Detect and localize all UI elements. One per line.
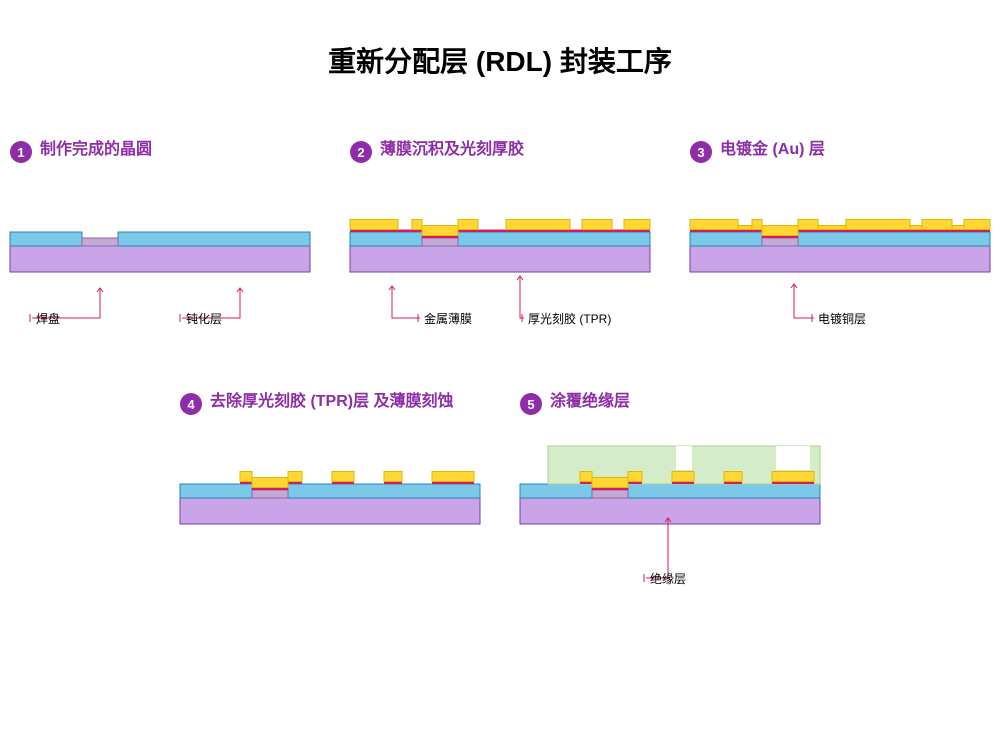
callouts (180, 534, 480, 584)
callout-label: 电镀铜层 (818, 310, 866, 327)
step-title: 制作完成的晶圆 (40, 140, 152, 161)
step-title: 去除厚光刻胶 (TPR)层 及薄膜刻蚀 (210, 392, 454, 413)
panel-header: 2 薄膜沉积及光刻厚胶 (350, 140, 650, 184)
callout-label: 钝化层 (186, 310, 222, 327)
step-number-badge: 2 (350, 141, 372, 163)
panel-4: 4 去除厚光刻胶 (TPR)层 及薄膜刻蚀 (180, 392, 480, 584)
cross-section-diagram (350, 202, 650, 282)
cross-section-diagram (180, 454, 480, 534)
page-title: 重新分配层 (RDL) 封装工序 (0, 40, 1000, 80)
panel-1: 1 制作完成的晶圆焊盘 钝化层 (10, 140, 310, 332)
panel-5: 5 涂覆绝缘层绝缘层 (520, 392, 820, 584)
panel-header: 4 去除厚光刻胶 (TPR)层 及薄膜刻蚀 (180, 392, 480, 436)
panel-header: 5 涂覆绝缘层 (520, 392, 820, 436)
panel-header: 1 制作完成的晶圆 (10, 140, 310, 184)
callouts: 电镀铜层 (690, 282, 990, 332)
row-2: 4 去除厚光刻胶 (TPR)层 及薄膜刻蚀 5 涂覆绝缘层绝缘层 (0, 392, 1000, 584)
cross-section-diagram (690, 202, 990, 282)
callout-label: 金属薄膜 (424, 310, 472, 327)
step-title: 电镀金 (Au) 层 (720, 140, 825, 161)
callout-label: 绝缘层 (650, 570, 686, 587)
callouts: 焊盘 钝化层 (10, 282, 310, 332)
cross-section-diagram (10, 202, 310, 282)
cross-section-diagram (520, 454, 820, 534)
panel-2: 2 薄膜沉积及光刻厚胶金属薄膜 厚光刻胶 (TPR) (350, 140, 650, 332)
step-title: 涂覆绝缘层 (550, 392, 630, 413)
panel-3: 3 电镀金 (Au) 层电镀铜层 (690, 140, 990, 332)
step-number-badge: 1 (10, 141, 32, 163)
row-1: 1 制作完成的晶圆焊盘 钝化层 2 薄膜沉积及光刻厚胶金属薄膜 厚光刻胶 (TPR) 3… (0, 140, 1000, 332)
callout-label: 焊盘 (36, 310, 60, 327)
step-number-badge: 3 (690, 141, 712, 163)
callouts: 绝缘层 (520, 534, 820, 584)
panel-header: 3 电镀金 (Au) 层 (690, 140, 990, 184)
step-number-badge: 4 (180, 393, 202, 415)
step-title: 薄膜沉积及光刻厚胶 (380, 140, 524, 161)
callouts: 金属薄膜 厚光刻胶 (TPR) (350, 282, 650, 332)
callout-label: 厚光刻胶 (TPR) (528, 310, 611, 327)
step-number-badge: 5 (520, 393, 542, 415)
